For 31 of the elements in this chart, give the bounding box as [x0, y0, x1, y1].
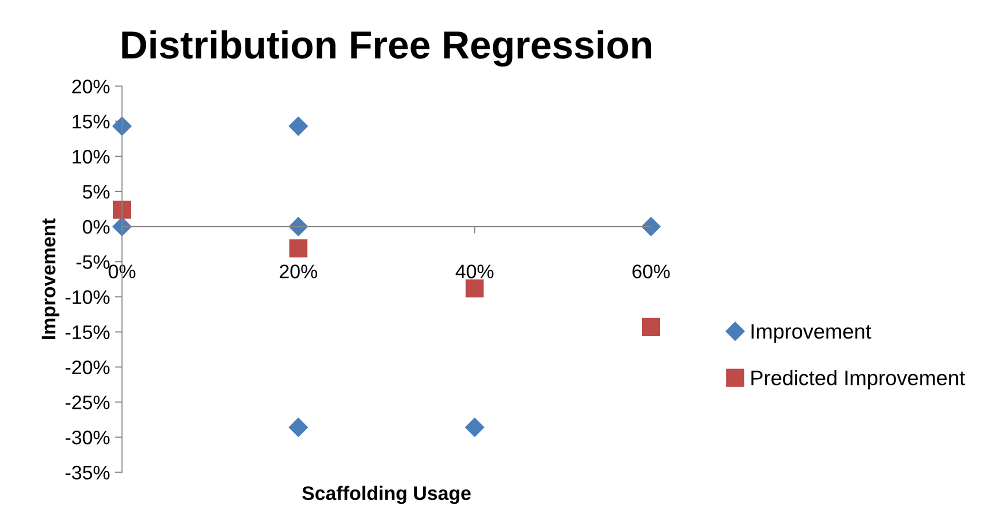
- y-tick-label: 5%: [82, 185, 110, 199]
- legend-label: Improvement: [752, 324, 872, 343]
- point: [289, 239, 308, 258]
- legend-label: Predicted Improvement: [751, 370, 965, 390]
- point: [288, 116, 308, 136]
- point: [642, 318, 660, 336]
- point: [465, 418, 484, 437]
- x-axis-title: Scaffolding Usage: [302, 486, 471, 504]
- y-axis-title: Improvement: [42, 218, 60, 339]
- y-tick-label: 0%: [82, 220, 110, 234]
- y-tick-label: -15%: [66, 325, 110, 340]
- point: [288, 418, 308, 437]
- point: [466, 279, 484, 298]
- y-tick-label: 10%: [72, 150, 110, 164]
- x-tick-label: 40%: [456, 264, 494, 278]
- y-tick-label: -30%: [66, 430, 110, 444]
- y-tick-label: -20%: [66, 360, 110, 374]
- y-tick-label: 15%: [72, 114, 110, 128]
- x-tick-label: 0%: [108, 264, 136, 278]
- chart-title: Distribution Free Regression: [122, 30, 651, 67]
- y-tick-label: -5%: [76, 255, 110, 269]
- y-tick-label: -10%: [66, 290, 110, 304]
- point: [288, 217, 308, 236]
- x-tick-label: 20%: [280, 264, 318, 278]
- point: [641, 217, 661, 236]
- y-tick-label: 20%: [72, 80, 110, 94]
- y-tick-label: -25%: [66, 396, 110, 410]
- point: [112, 200, 132, 219]
- y-tick-label: -35%: [66, 466, 110, 480]
- x-tick-label: 60%: [632, 264, 670, 278]
- point: [112, 116, 132, 136]
